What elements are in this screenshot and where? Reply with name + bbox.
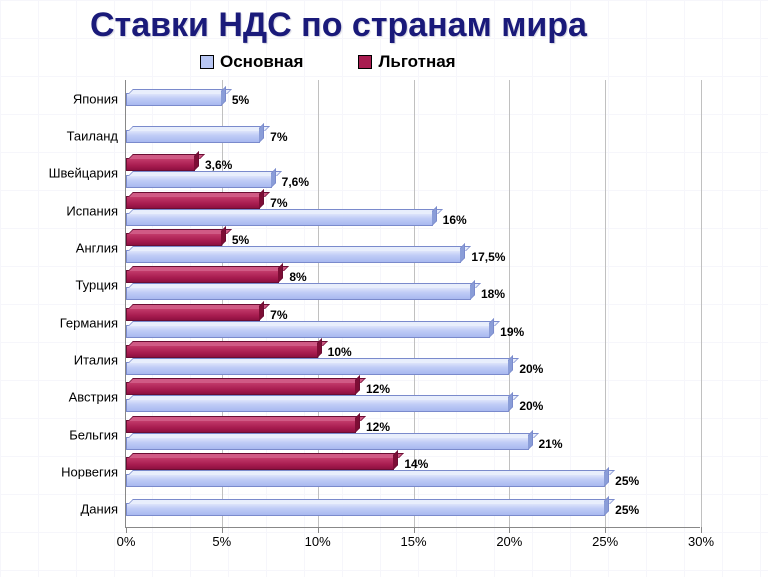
x-tick [509, 527, 510, 533]
data-label-main: 16% [443, 213, 467, 227]
y-axis-label: Италия [74, 353, 118, 368]
bar-main [126, 175, 272, 188]
y-axis-label: Швейцария [49, 166, 118, 181]
y-axis-label: Таиланд [67, 129, 118, 144]
x-axis-label: 30% [688, 534, 714, 549]
data-label-main: 19% [500, 325, 524, 339]
data-label-main: 7,6% [282, 175, 309, 189]
plot-area: 0%5%10%15%20%25%30%Япония5%Таиланд7%Швей… [125, 80, 700, 528]
bar-main [126, 250, 461, 263]
bar-main [126, 399, 509, 412]
y-axis-label: Австрия [69, 390, 118, 405]
legend-swatch-reduced [358, 55, 372, 69]
data-label-reduced: 12% [366, 420, 390, 434]
x-tick [126, 527, 127, 533]
data-label-reduced: 14% [404, 457, 428, 471]
x-tick [414, 527, 415, 533]
data-label-main: 17,5% [471, 250, 505, 264]
bar-reduced [126, 457, 394, 470]
y-axis-label: Германия [60, 315, 118, 330]
data-label-main: 5% [232, 93, 249, 107]
y-axis-label: Япония [73, 91, 118, 106]
bar-reduced [126, 270, 279, 283]
y-axis-label: Дания [80, 502, 118, 517]
data-label-main: 25% [615, 474, 639, 488]
x-tick [222, 527, 223, 533]
legend-label-reduced: Льготная [378, 52, 455, 72]
bar-main [126, 362, 509, 375]
x-axis-label: 10% [305, 534, 331, 549]
x-axis-label: 0% [117, 534, 136, 549]
data-label-main: 18% [481, 287, 505, 301]
y-axis-label: Турция [75, 278, 118, 293]
data-label-reduced: 7% [270, 196, 287, 210]
y-axis-label: Бельгия [69, 427, 118, 442]
bar-main [126, 130, 260, 143]
data-label-main: 25% [615, 503, 639, 517]
bar-reduced [126, 233, 222, 246]
bar-main [126, 93, 222, 106]
legend-swatch-main [200, 55, 214, 69]
y-axis-label: Испания [66, 203, 118, 218]
data-label-reduced: 10% [328, 345, 352, 359]
x-axis-label: 20% [496, 534, 522, 549]
x-axis-label: 25% [592, 534, 618, 549]
bar-reduced [126, 345, 318, 358]
data-label-main: 21% [539, 437, 563, 451]
data-label-reduced: 7% [270, 308, 287, 322]
bar-main [126, 213, 433, 226]
bar-main [126, 325, 490, 338]
legend: Основная Льготная [200, 52, 456, 72]
legend-item-reduced: Льготная [358, 52, 455, 72]
bar-reduced [126, 158, 195, 171]
legend-label-main: Основная [220, 52, 303, 72]
bar-main [126, 503, 605, 516]
y-axis-label: Норвегия [61, 465, 118, 480]
bar-reduced [126, 382, 356, 395]
y-axis-label: Англия [76, 241, 118, 256]
x-axis-label: 5% [212, 534, 231, 549]
data-label-main: 20% [519, 362, 543, 376]
data-label-main: 20% [519, 399, 543, 413]
x-tick [605, 527, 606, 533]
x-tick [318, 527, 319, 533]
x-gridline [509, 80, 510, 527]
x-axis-label: 15% [400, 534, 426, 549]
data-label-reduced: 5% [232, 233, 249, 247]
bar-main [126, 437, 529, 450]
chart-area: 0% 5% 10% 15% 20% 25% 30% Япония 5% Таиланд 7% Швей… [40, 80, 720, 555]
data-label-main: 7% [270, 130, 287, 144]
x-tick [701, 527, 702, 533]
bar-reduced [126, 420, 356, 433]
legend-item-main: Основная [200, 52, 303, 72]
bar-reduced [126, 308, 260, 321]
bar-main [126, 474, 605, 487]
x-gridline [701, 80, 702, 527]
bar-main [126, 287, 471, 300]
chart-title: Ставки НДС по странам мира [90, 6, 587, 45]
x-gridline [605, 80, 606, 527]
bar-reduced [126, 196, 260, 209]
